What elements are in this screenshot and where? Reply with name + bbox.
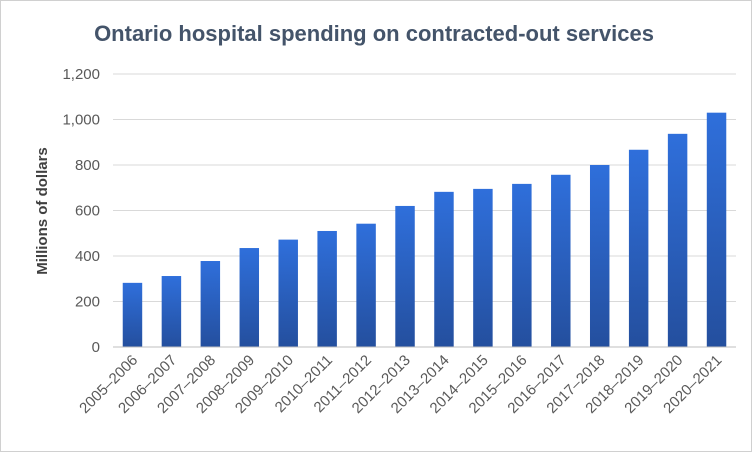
y-tick-label: 200 <box>75 294 100 311</box>
bar-2009–2010 <box>278 239 298 347</box>
chart-title: Ontario hospital spending on contracted-… <box>94 21 654 46</box>
bar-2018–2019 <box>628 149 649 347</box>
y-axis-label: Millions of dollars <box>34 147 51 275</box>
bar-2007–2008 <box>200 261 221 347</box>
y-tick-label: 1,000 <box>62 112 100 129</box>
bar-2016–2017 <box>551 174 571 347</box>
bar-2008–2009 <box>239 248 260 347</box>
y-tick-label: 800 <box>75 157 100 174</box>
y-tick-label: 0 <box>92 339 100 356</box>
bar-2011–2012 <box>356 223 376 347</box>
bar-2015–2016 <box>512 183 532 347</box>
bar-2013–2014 <box>434 191 454 347</box>
bar-2006–2007 <box>161 276 182 347</box>
y-tick-label: 400 <box>75 248 100 265</box>
y-tick-label: 600 <box>75 203 100 220</box>
bar-2020–2021 <box>706 112 727 347</box>
y-tick-labels: 0 200 400 600 800 1,000 1,200 <box>62 66 100 356</box>
bar-2019–2020 <box>667 133 688 347</box>
bar-2014–2015 <box>473 188 493 347</box>
bar-2017–2018 <box>589 165 610 347</box>
bar-2012–2013 <box>395 205 415 347</box>
y-tick-label: 1,200 <box>62 66 100 83</box>
bars <box>122 112 727 347</box>
x-tick-labels: 2005–20062006–20072007–20082008–20092009… <box>76 352 725 417</box>
bar-2010–2011 <box>317 230 337 347</box>
bar-2005–2006 <box>122 282 143 347</box>
